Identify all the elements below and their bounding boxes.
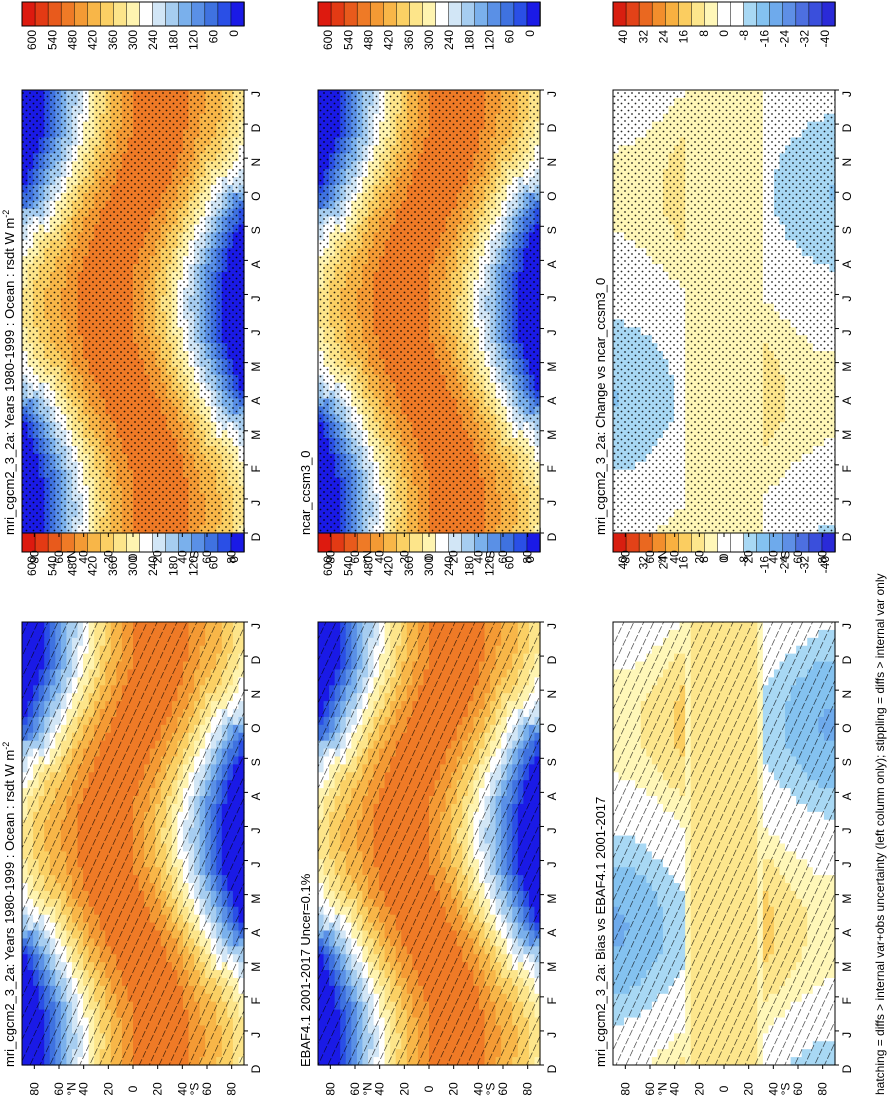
colorbar-segment: [21, 1, 36, 27]
x-tick-label: D: [249, 532, 263, 541]
y-tick-label: 40: [77, 1082, 91, 1096]
figure-root: D J F M A M J J A S O N D J 80 60 40 20 0 20 40 60 80 °N °S mri_c…: [1, 1, 854, 1096]
y-tick-label: 60: [200, 1082, 214, 1096]
x-tick-label: J: [249, 500, 263, 506]
colorbar-segment: [217, 1, 232, 27]
colorbar-segment: [204, 1, 219, 27]
x-tick-label: N: [249, 690, 263, 699]
y-tick-label: 20: [101, 1082, 115, 1096]
colorbar-label: 240: [146, 30, 160, 50]
colorbar-segment: [60, 1, 75, 27]
x-tick-label: D: [249, 1064, 263, 1073]
x-tick-label: F: [249, 997, 263, 1004]
x-tick-label: J: [249, 91, 263, 97]
x-tick-label: S: [249, 226, 263, 234]
x-tick-label: F: [249, 465, 263, 472]
y-tick-label: 20: [151, 550, 165, 564]
panel-title: mri_cgcm2_3_2a: Years 1980-1999 : Ocean …: [1, 210, 17, 535]
colorbar-label: 420: [86, 30, 100, 50]
y-tick-label: 20: [101, 550, 115, 564]
colorbar-label: 60: [207, 30, 221, 44]
colorbar-segment: [178, 1, 193, 27]
x-tick-label: J: [249, 1032, 263, 1038]
y-hemisphere-label: °S: [188, 1083, 202, 1096]
colorbar-segment: [100, 1, 115, 27]
x-tick-label: D: [249, 655, 263, 664]
colorbar-label: 600: [25, 30, 39, 50]
x-tick-label: A: [249, 929, 263, 937]
colorbar-segment: [34, 1, 49, 27]
x-tick-label: M: [249, 362, 263, 372]
colorbar-segment: [139, 1, 154, 27]
y-tick-label: 0: [126, 1085, 140, 1092]
x-tick-label: S: [249, 758, 263, 766]
x-tick-label: J: [249, 623, 263, 629]
y-tick-label: 60: [200, 550, 214, 564]
colorbar-label: 120: [187, 30, 201, 50]
x-tick-label: J: [249, 295, 263, 301]
colorbar-segment: [47, 1, 62, 27]
colorbar-segment: [152, 1, 167, 27]
x-tick-label: D: [249, 123, 263, 132]
x-tick-label: J: [249, 827, 263, 833]
x-tick-label: O: [249, 724, 263, 733]
colorbar-segment: [230, 1, 245, 27]
title-superscript: -2: [1, 210, 11, 218]
y-tick-label: 0: [126, 553, 140, 560]
y-tick-label: 20: [151, 1082, 165, 1096]
colorbar-segment: [126, 1, 141, 27]
colorbar-segment: [191, 1, 206, 27]
y-hemisphere-label: °N: [64, 1082, 78, 1095]
x-tick-label: A: [249, 260, 263, 268]
colorbar-segment: [165, 1, 180, 27]
colorbar-label: 360: [106, 30, 120, 50]
y-tick-label: 80: [225, 1082, 239, 1096]
y-hemisphere-label: °S: [188, 551, 202, 564]
colorbar-label: 480: [65, 30, 79, 50]
colorbar-segment: [113, 1, 128, 27]
x-tick-label: N: [249, 158, 263, 167]
y-hemisphere-label: °N: [64, 550, 78, 563]
colorbar-segment: [87, 1, 102, 27]
panel-title: mri_cgcm2_3_2a: Years 1980-1999 : Ocean …: [1, 742, 17, 1067]
hatching-overlay: [22, 622, 244, 1065]
x-tick-label: M: [249, 962, 263, 972]
colorbar-label: 180: [166, 30, 180, 50]
panel-left-top: D J F M A M J J A S O N D J 80 60 40 20 0 20 40 60 80 °N °S mri_c…: [1, 527, 263, 1096]
x-tick-label: M: [249, 894, 263, 904]
x-tick-label: J: [249, 862, 263, 868]
stippling-overlay: [22, 90, 244, 533]
x-tick-label: M: [249, 430, 263, 440]
x-tick-label: O: [249, 192, 263, 201]
y-tick-label: 80: [225, 550, 239, 564]
colorbar-label: 0: [227, 30, 241, 37]
x-tick-label: A: [249, 792, 263, 800]
x-tick-label: J: [249, 330, 263, 336]
colorbar-label: 540: [45, 30, 59, 50]
y-tick-label: 40: [77, 550, 91, 564]
title-superscript: -2: [1, 742, 11, 750]
y-tick-label: 80: [27, 550, 41, 564]
colorbar-segment: [73, 1, 89, 27]
colorbar: 600 540 480 420 360 300 240 180 120 60 0: [21, 1, 245, 50]
colorbar-label: 300: [126, 30, 140, 50]
x-tick-label: A: [249, 397, 263, 405]
y-tick-label: 80: [27, 1082, 41, 1096]
